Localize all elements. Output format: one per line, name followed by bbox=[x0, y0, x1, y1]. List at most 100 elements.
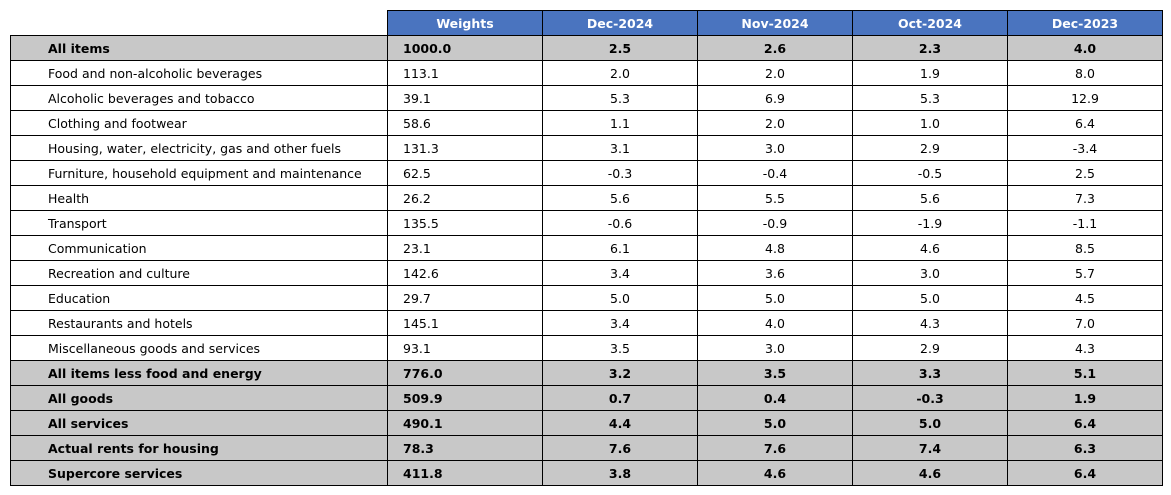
value-cell: 2.6 bbox=[697, 35, 853, 61]
value-cell: -1.1 bbox=[1007, 210, 1163, 236]
value-cell: 7.4 bbox=[852, 435, 1008, 461]
value-cell: 7.0 bbox=[1007, 310, 1163, 336]
value-cell: 3.6 bbox=[697, 260, 853, 286]
value-cell: 4.5 bbox=[1007, 285, 1163, 311]
value-cell: 4.4 bbox=[542, 410, 698, 436]
column-header: Weights bbox=[387, 10, 543, 36]
row-label: Clothing and footwear bbox=[10, 110, 388, 136]
weight-cell: 142.6 bbox=[387, 260, 543, 286]
value-cell: 6.4 bbox=[1007, 460, 1163, 486]
weight-cell: 78.3 bbox=[387, 435, 543, 461]
table-row: Clothing and footwear 58.6 1.1 2.0 1.0 6.4 bbox=[10, 110, 1163, 136]
value-cell: 2.3 bbox=[852, 35, 1008, 61]
value-cell: 5.6 bbox=[542, 185, 698, 211]
value-cell: 4.6 bbox=[852, 460, 1008, 486]
row-label: Alcoholic beverages and tobacco bbox=[10, 85, 388, 111]
value-cell: -0.9 bbox=[697, 210, 853, 236]
value-cell: 3.5 bbox=[697, 360, 853, 386]
table-row: Miscellaneous goods and services 93.1 3.5 3… bbox=[10, 335, 1163, 361]
value-cell: 4.0 bbox=[697, 310, 853, 336]
value-cell: 3.3 bbox=[852, 360, 1008, 386]
cpi-table: Weights Dec-2024 Nov-2024 Oct-2024 Dec-2… bbox=[10, 10, 1163, 486]
table-row: Recreation and culture 142.6 3.4 3.6 3.0 5.7 bbox=[10, 260, 1163, 286]
value-cell: 3.0 bbox=[697, 135, 853, 161]
weight-cell: 113.1 bbox=[387, 60, 543, 86]
value-cell: 5.1 bbox=[1007, 360, 1163, 386]
value-cell: 8.5 bbox=[1007, 235, 1163, 261]
value-cell: 1.0 bbox=[852, 110, 1008, 136]
value-cell: 4.8 bbox=[697, 235, 853, 261]
weight-cell: 1000.0 bbox=[387, 35, 543, 61]
weight-cell: 23.1 bbox=[387, 235, 543, 261]
value-cell: 6.4 bbox=[1007, 410, 1163, 436]
value-cell: -0.5 bbox=[852, 160, 1008, 186]
value-cell: 3.4 bbox=[542, 260, 698, 286]
row-label: Supercore services bbox=[10, 460, 388, 486]
row-label: Furniture, household equipment and maint… bbox=[10, 160, 388, 186]
weight-cell: 131.3 bbox=[387, 135, 543, 161]
column-header: Nov-2024 bbox=[697, 10, 853, 36]
value-cell: 7.6 bbox=[697, 435, 853, 461]
value-cell: 2.0 bbox=[697, 110, 853, 136]
table-row: Education 29.7 5.0 5.0 5.0 4.5 bbox=[10, 285, 1163, 311]
value-cell: -0.4 bbox=[697, 160, 853, 186]
column-header: Oct-2024 bbox=[852, 10, 1008, 36]
value-cell: 3.0 bbox=[852, 260, 1008, 286]
value-cell: 4.6 bbox=[697, 460, 853, 486]
table-body: All items 1000.0 2.5 2.6 2.3 4.0 Food and non-… bbox=[10, 35, 1163, 486]
value-cell: 7.6 bbox=[542, 435, 698, 461]
table-row: Restaurants and hotels 145.1 3.4 4.0 4.3 7.0 bbox=[10, 310, 1163, 336]
table-row: Communication 23.1 6.1 4.8 4.6 8.5 bbox=[10, 235, 1163, 261]
table-row: Alcoholic beverages and tobacco 39.1 5.3 6.… bbox=[10, 85, 1163, 111]
value-cell: 8.0 bbox=[1007, 60, 1163, 86]
value-cell: 4.6 bbox=[852, 235, 1008, 261]
value-cell: -0.6 bbox=[542, 210, 698, 236]
value-cell: 6.9 bbox=[697, 85, 853, 111]
value-cell: -3.4 bbox=[1007, 135, 1163, 161]
value-cell: 5.3 bbox=[852, 85, 1008, 111]
value-cell: 5.0 bbox=[697, 285, 853, 311]
row-label: Recreation and culture bbox=[10, 260, 388, 286]
value-cell: 5.7 bbox=[1007, 260, 1163, 286]
value-cell: 3.5 bbox=[542, 335, 698, 361]
value-cell: 3.0 bbox=[697, 335, 853, 361]
value-cell: 3.4 bbox=[542, 310, 698, 336]
weight-cell: 411.8 bbox=[387, 460, 543, 486]
weight-cell: 490.1 bbox=[387, 410, 543, 436]
column-header: Dec-2023 bbox=[1007, 10, 1163, 36]
value-cell: 2.5 bbox=[542, 35, 698, 61]
row-label: Housing, water, electricity, gas and oth… bbox=[10, 135, 388, 161]
weight-cell: 39.1 bbox=[387, 85, 543, 111]
weight-cell: 776.0 bbox=[387, 360, 543, 386]
value-cell: 4.3 bbox=[1007, 335, 1163, 361]
weight-cell: 26.2 bbox=[387, 185, 543, 211]
table-row: Actual rents for housing 78.3 7.6 7.6 7.4 6.3 bbox=[10, 435, 1163, 461]
value-cell: 7.3 bbox=[1007, 185, 1163, 211]
value-cell: 5.0 bbox=[852, 285, 1008, 311]
table-row: Transport 135.5 -0.6 -0.9 -1.9 -1.1 bbox=[10, 210, 1163, 236]
value-cell: 1.1 bbox=[542, 110, 698, 136]
table-row: All items 1000.0 2.5 2.6 2.3 4.0 bbox=[10, 35, 1163, 61]
weight-cell: 62.5 bbox=[387, 160, 543, 186]
header-corner-blank bbox=[10, 10, 388, 36]
value-cell: 2.9 bbox=[852, 135, 1008, 161]
header-row: Weights Dec-2024 Nov-2024 Oct-2024 Dec-2… bbox=[10, 10, 1163, 36]
value-cell: 5.0 bbox=[697, 410, 853, 436]
weight-cell: 29.7 bbox=[387, 285, 543, 311]
row-label: All items bbox=[10, 35, 388, 61]
weight-cell: 135.5 bbox=[387, 210, 543, 236]
value-cell: 0.7 bbox=[542, 385, 698, 411]
value-cell: 0.4 bbox=[697, 385, 853, 411]
value-cell: -0.3 bbox=[852, 385, 1008, 411]
column-header: Dec-2024 bbox=[542, 10, 698, 36]
row-label: Communication bbox=[10, 235, 388, 261]
value-cell: 5.0 bbox=[852, 410, 1008, 436]
row-label: All items less food and energy bbox=[10, 360, 388, 386]
row-label: Transport bbox=[10, 210, 388, 236]
weight-cell: 93.1 bbox=[387, 335, 543, 361]
value-cell: 2.0 bbox=[542, 60, 698, 86]
row-label: Food and non-alcoholic beverages bbox=[10, 60, 388, 86]
value-cell: -0.3 bbox=[542, 160, 698, 186]
value-cell: 4.0 bbox=[1007, 35, 1163, 61]
table-row: Housing, water, electricity, gas and oth… bbox=[10, 135, 1163, 161]
